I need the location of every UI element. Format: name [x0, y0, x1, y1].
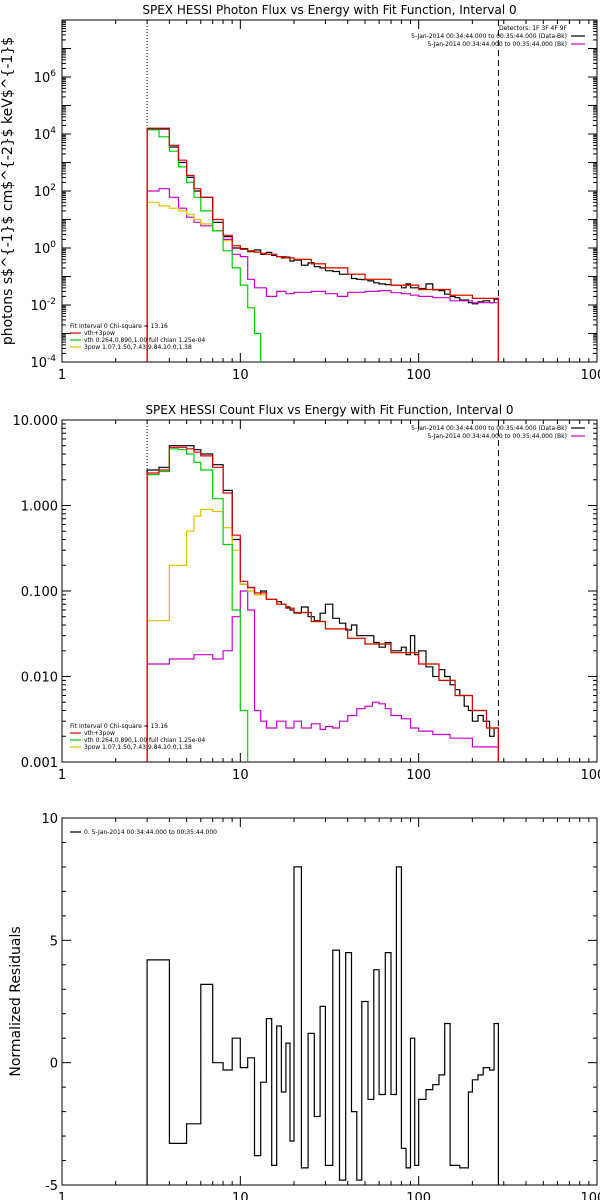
- legend-right-text: 5-Jan-2014 00:34:44.000 to 00:35:44.000 …: [411, 33, 567, 40]
- legend-left-text: 3pow 1.07,1.50,7.43,9.84,10.0,1.38: [84, 344, 192, 351]
- y-axis-label: Normalized Residuals: [8, 926, 24, 1076]
- series-data-bk: [147, 129, 498, 448]
- series-group: [147, 446, 498, 1019]
- y-tick-exponent: 2: [50, 183, 56, 193]
- y-tick-label: 10-2: [30, 297, 56, 314]
- x-tick-label: 1000: [580, 1191, 600, 1200]
- residuals-panel: 1 10 100 1000 -5 0 5 10 Normalized Residuals 0. 5…: [8, 812, 600, 1200]
- y-tick-base: 10: [30, 356, 47, 371]
- chart-title: SPEX HESSI Count Flux vs Energy with Fit…: [145, 403, 513, 417]
- y-tick-exponent: 0: [50, 240, 56, 250]
- series-group: [147, 867, 498, 1185]
- y-tick-label: 10.000: [13, 414, 59, 429]
- legend-left-text: Fit Interval 0 Chi-square = 13.16: [70, 323, 168, 330]
- plot-frame: [62, 420, 597, 762]
- y-tick-label: 104: [34, 126, 57, 143]
- y-tick-label: 100: [34, 240, 57, 257]
- x-tick-label: 100: [406, 768, 431, 783]
- y-axis-label: photons s$^{-1}$ cm$^{-2}$ keV$^{-1}$: [0, 37, 16, 345]
- series-vth-3pow: [147, 447, 498, 1018]
- y-tick-base: 10: [30, 299, 47, 314]
- y-tick-base: 10: [34, 242, 51, 257]
- series-0-5-jan-2014-00-34-44-000-to-00-35-44-000: [147, 867, 498, 1185]
- y-tick-base: 10: [34, 185, 51, 200]
- series-vth-3pow: [147, 128, 498, 447]
- x-tick-label: 100: [406, 368, 431, 383]
- x-tick-label: 1000: [580, 368, 600, 383]
- legend-right-text: 5-Jan-2014 00:34:44.000 to 00:35:44.000 …: [427, 433, 567, 440]
- x-tick-label: 10: [232, 368, 249, 383]
- y-tick-label: 0.010: [21, 671, 58, 686]
- x-tick-label: 1000: [580, 768, 600, 783]
- legend-left-text: 0. 5-Jan-2014 00:34:44.000 to 00:35:44.0…: [84, 829, 217, 836]
- x-tick-label: 1: [58, 368, 66, 383]
- series-vth: [147, 130, 266, 448]
- legend-left-text: vth+3pow: [84, 730, 115, 737]
- y-tick-exponent: 4: [50, 126, 56, 136]
- legend-left-text: vth 0.264,0.890,1.00 full chian 1.25e-04: [84, 337, 205, 344]
- y-tick-label: 0.100: [21, 585, 58, 600]
- legend-left-text: vth+3pow: [84, 330, 115, 337]
- legend-right-text: Detectors: 1F 3F 4F 9F: [499, 25, 568, 32]
- count-flux-panel: SPEX HESSI Count Flux vs Energy with Fit…: [13, 403, 600, 1019]
- legend-left-text: vth 0.264,0.890,1.00 full chian 1.25e-04: [84, 737, 205, 744]
- series-group: [147, 128, 498, 447]
- y-tick-label: 106: [34, 69, 57, 86]
- y-tick-label: 102: [34, 183, 56, 200]
- y-tick-label: 10: [41, 812, 58, 827]
- series-data-bk: [147, 446, 498, 1019]
- legend-left-text: Fit Interval 0 Chi-square = 13.16: [70, 723, 168, 730]
- y-tick-exponent: -2: [47, 297, 56, 307]
- x-tick-label: 10: [232, 768, 249, 783]
- x-tick-label: 1: [58, 1191, 66, 1200]
- x-tick-label: 100: [406, 1191, 431, 1200]
- y-tick-label: -5: [45, 1179, 58, 1194]
- y-tick-exponent: 6: [50, 69, 56, 79]
- y-tick-label: 0.001: [21, 756, 58, 771]
- legend-right-text: 5-Jan-2014 00:34:44.000 to 00:35:44.000 …: [411, 425, 567, 432]
- chart-title: SPEX HESSI Photon Flux vs Energy with Fi…: [142, 3, 516, 17]
- y-tick-label: 1.000: [21, 500, 58, 515]
- series-bk: [147, 591, 498, 1019]
- y-tick-base: 10: [34, 128, 51, 143]
- plot-frame: [62, 20, 597, 362]
- y-tick-base: 10: [34, 71, 51, 86]
- y-tick-exponent: -4: [47, 354, 56, 364]
- legend-right-text: 5-Jan-2014 00:34:44.000 to 00:35:44.000 …: [427, 41, 567, 48]
- x-tick-label: 1: [58, 768, 66, 783]
- photon-flux-panel: SPEX HESSI Photon Flux vs Energy with Fi…: [0, 3, 600, 448]
- y-tick-label: 10-4: [30, 354, 56, 371]
- x-tick-label: 10: [232, 1191, 249, 1200]
- series-3pow: [147, 509, 498, 1018]
- legend-left-text: 3pow 1.07,1.50,7.43,9.84,10.0,1.38: [84, 744, 192, 751]
- y-tick-label: 5: [50, 934, 58, 949]
- plot-frame: [62, 818, 597, 1185]
- y-tick-label: 0: [50, 1057, 58, 1072]
